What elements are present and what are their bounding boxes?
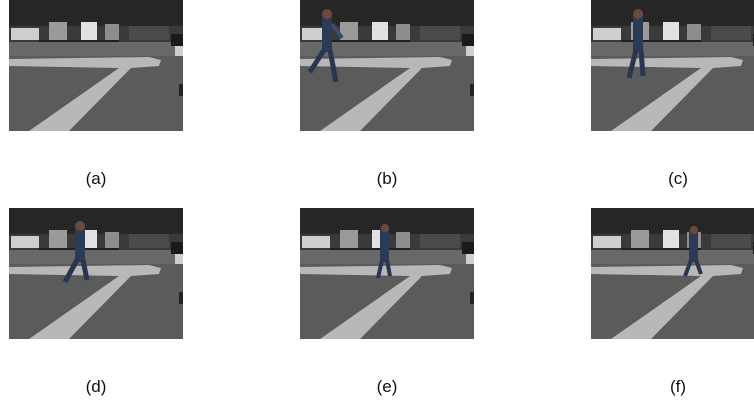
caption: (c): [668, 169, 688, 188]
figure: (a) (b) (c) (d) (e) (f): [0, 0, 754, 402]
photo: [9, 208, 183, 339]
panel-e: [300, 208, 474, 339]
panel-d: [9, 208, 183, 339]
panel-b: [300, 0, 474, 131]
photo: [591, 208, 754, 339]
caption: (b): [377, 169, 398, 188]
panel-f: [591, 208, 754, 339]
caption: (e): [377, 377, 398, 396]
photo: [591, 0, 754, 131]
caption: (d): [86, 377, 107, 396]
page: (a) (b) (c) (d) (e) (f) (() => { const d…: [0, 0, 754, 402]
caption: (f): [670, 377, 686, 396]
panel-c: [591, 0, 754, 131]
photo: [9, 0, 183, 131]
caption: (a): [86, 169, 107, 188]
panel-a: [9, 0, 183, 131]
